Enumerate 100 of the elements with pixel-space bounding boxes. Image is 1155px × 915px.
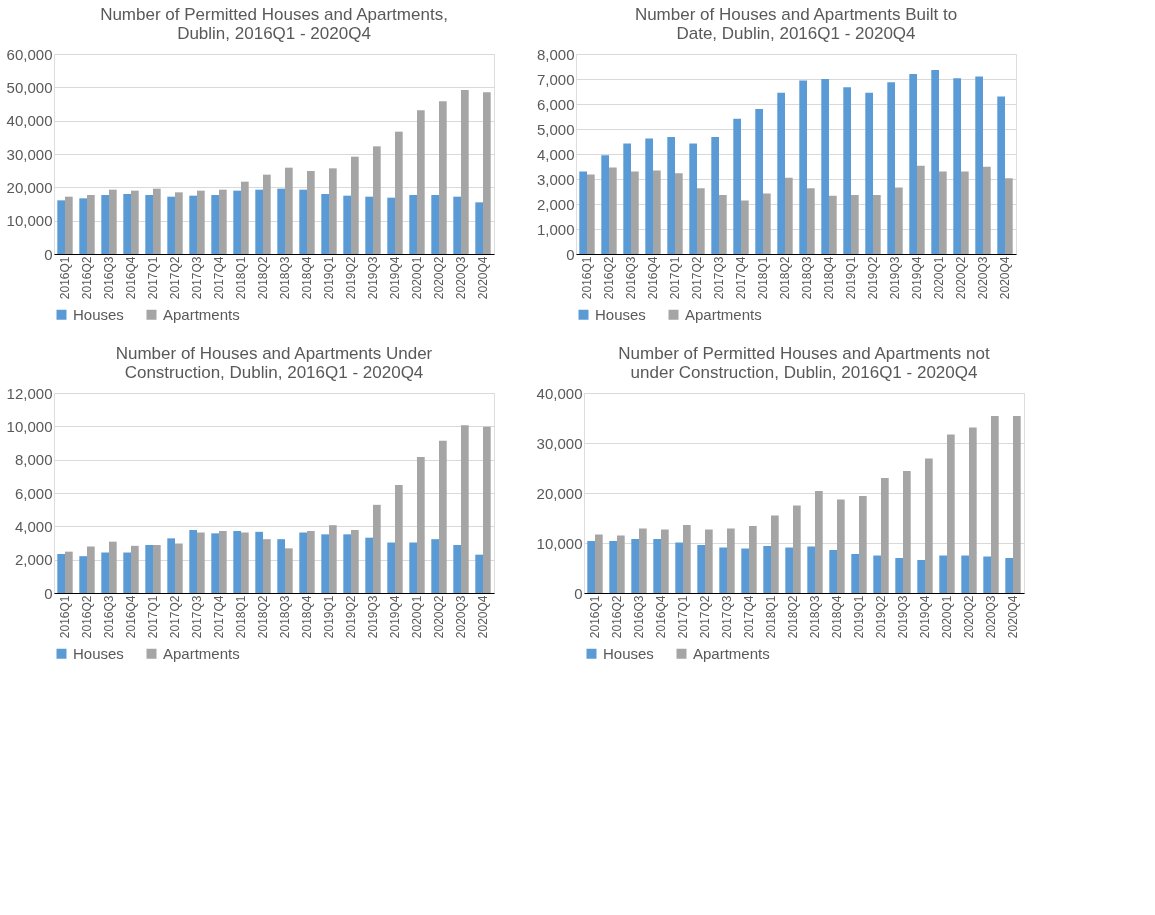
x-tick-label: 2018Q3	[278, 595, 292, 639]
x-tick-label: 2016Q2	[80, 256, 94, 300]
x-tick-label: 2018Q1	[234, 595, 248, 639]
x-tick-label: 2020Q4	[1006, 595, 1020, 639]
bar	[837, 499, 845, 593]
y-tick-label: 0	[44, 584, 53, 602]
bar	[189, 530, 197, 593]
bar	[793, 505, 801, 593]
x-tick-label: 2020Q2	[432, 256, 446, 300]
bar	[741, 200, 749, 254]
bar	[189, 195, 197, 254]
y-tick-label: 5,000	[536, 120, 575, 138]
y-tick-label: 3,000	[536, 170, 575, 188]
x-tick-label: 2019Q3	[366, 595, 380, 639]
y-tick-label: 30,000	[6, 145, 53, 163]
bar	[763, 546, 771, 593]
legend-label: Apartments	[685, 305, 762, 323]
bar	[285, 548, 293, 593]
x-tick-label: 2018Q2	[256, 595, 270, 639]
x-tick-label: 2017Q2	[698, 595, 712, 639]
bar	[881, 478, 889, 593]
bar	[609, 167, 617, 254]
chart-title: Number of Houses and Apartments Built to Date, Dublin, 2016Q1 - 2020Q4	[634, 5, 958, 43]
x-tick-label: 2019Q3	[888, 256, 902, 300]
bar	[807, 188, 815, 254]
bar	[475, 554, 483, 593]
bar	[953, 78, 961, 254]
bar	[167, 196, 175, 254]
bar	[697, 188, 705, 254]
bar	[755, 109, 763, 254]
x-tick-label: 2017Q2	[168, 595, 182, 639]
bar	[667, 137, 675, 254]
bar	[417, 110, 425, 254]
x-tick-label: 2016Q3	[624, 256, 638, 300]
legend-label: Houses	[595, 305, 646, 323]
chart-title: Number of Permitted Houses and Apartments, Dublin, 2016Q1 - 2020Q4	[100, 5, 448, 43]
bar	[631, 539, 639, 593]
bar	[821, 79, 829, 254]
y-tick-label: 20,000	[6, 178, 53, 196]
bar	[329, 525, 337, 593]
bar	[595, 534, 603, 593]
bar	[109, 541, 117, 593]
bar	[925, 458, 933, 593]
bar	[65, 551, 73, 593]
bar	[917, 165, 925, 254]
x-tick-label: 2020Q1	[410, 256, 424, 300]
bar	[909, 74, 917, 254]
x-tick-label: 2017Q2	[168, 256, 182, 300]
bar	[675, 173, 683, 254]
bar	[623, 143, 631, 254]
y-tick-label: 7,000	[536, 70, 575, 88]
bar	[109, 189, 117, 254]
x-tick-label: 2017Q3	[190, 256, 204, 300]
bar	[975, 76, 983, 254]
x-tick-label: 2017Q3	[190, 595, 204, 639]
bar	[365, 537, 373, 593]
bar	[1005, 558, 1013, 593]
x-tick-label: 2019Q3	[366, 256, 380, 300]
x-tick-label: 2018Q2	[256, 256, 270, 300]
chart-title: Number of Houses and Apartments Under Construction, Dublin, 2016Q1 - 2020Q4	[115, 344, 433, 382]
bar	[439, 101, 447, 254]
y-tick-label: 6,000	[14, 484, 53, 502]
y-tick-label: 8,000	[14, 451, 53, 469]
x-tick-label: 2018Q1	[234, 256, 248, 300]
x-tick-label: 2018Q4	[300, 595, 314, 639]
bar	[763, 193, 771, 254]
bar	[373, 146, 381, 254]
bar	[887, 82, 895, 254]
bar	[153, 188, 161, 254]
bar	[653, 539, 661, 593]
x-tick-label: 2019Q2	[874, 595, 888, 639]
x-tick-label: 2017Q4	[212, 595, 226, 639]
bar	[771, 515, 779, 593]
bar	[961, 555, 969, 593]
bar	[843, 87, 851, 254]
bar	[263, 174, 271, 254]
bar	[79, 198, 87, 254]
bar	[233, 531, 241, 593]
bar	[461, 90, 469, 254]
bar	[57, 554, 65, 593]
bar	[321, 534, 329, 593]
bar	[131, 190, 139, 254]
bar	[983, 166, 991, 254]
x-tick-label: 2020Q1	[410, 595, 424, 639]
bar	[153, 545, 161, 593]
bar	[351, 530, 359, 593]
bar	[395, 131, 403, 254]
bar	[285, 167, 293, 254]
y-tick-label: 10,000	[536, 534, 583, 552]
bar	[87, 195, 95, 254]
y-tick-label: 2,000	[14, 551, 53, 569]
bar	[639, 528, 647, 593]
bar	[653, 170, 661, 254]
bar	[233, 190, 241, 254]
x-tick-label: 2017Q3	[720, 595, 734, 639]
bar	[969, 427, 977, 593]
x-tick-label: 2019Q1	[322, 256, 336, 300]
chart-title: Number of Permitted Houses and Apartments not under Construction, Dublin, 2016Q1 - 2020Q4	[618, 344, 990, 382]
x-tick-label: 2019Q4	[910, 256, 924, 300]
x-tick-label: 2018Q4	[300, 256, 314, 300]
